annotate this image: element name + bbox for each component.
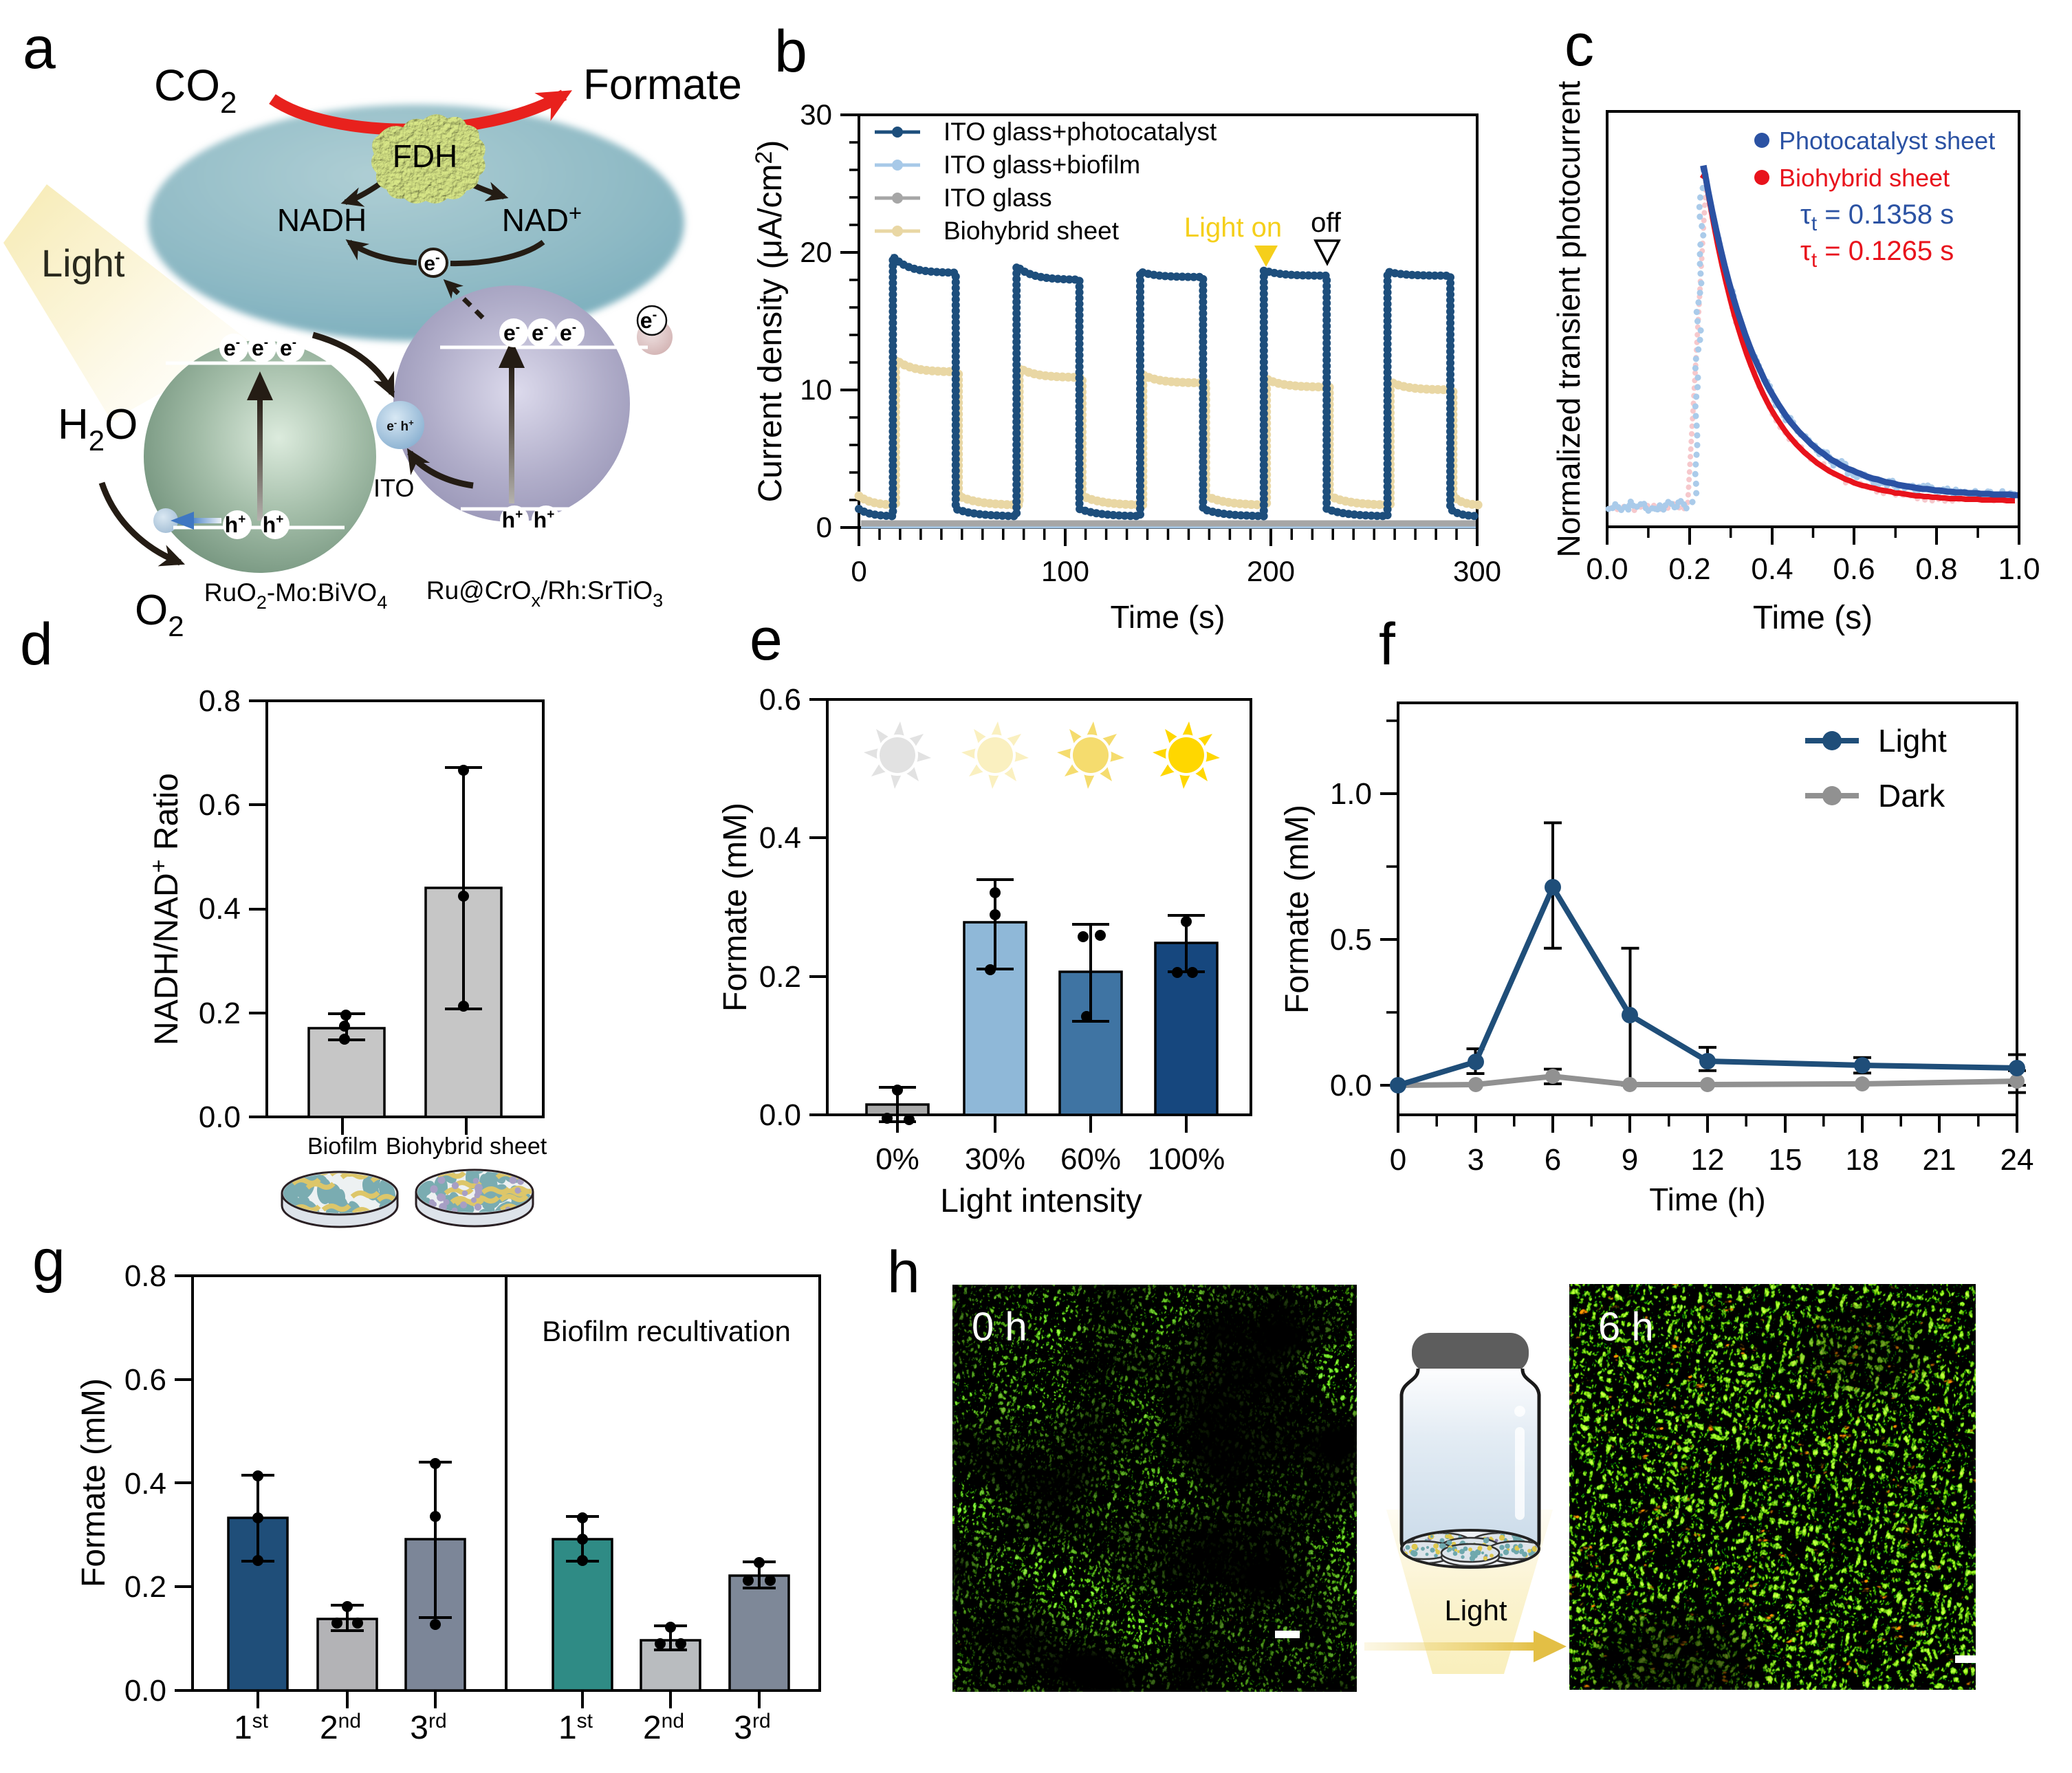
svg-text:3: 3 (1468, 1143, 1484, 1177)
svg-text:18: 18 (1846, 1143, 1879, 1177)
svg-text:0.4: 0.4 (199, 892, 241, 926)
svg-text:off: off (1311, 208, 1342, 238)
svg-text:0.5: 0.5 (1330, 923, 1372, 957)
svg-text:30%: 30% (965, 1142, 1025, 1176)
svg-text:FDH: FDH (393, 138, 458, 174)
svg-text:2nd: 2nd (643, 1710, 684, 1746)
svg-text:CO2: CO2 (154, 61, 237, 120)
svg-text:1.0: 1.0 (1998, 552, 2040, 586)
svg-text:Formate (mM): Formate (mM) (717, 803, 754, 1012)
svg-text:Biohybrid sheet: Biohybrid sheet (386, 1133, 547, 1160)
svg-text:1st: 1st (558, 1710, 593, 1746)
svg-text:0.6: 0.6 (1833, 552, 1875, 586)
svg-text:9: 9 (1622, 1143, 1638, 1177)
svg-text:Biohybrid sheet: Biohybrid sheet (944, 217, 1120, 245)
svg-text:20: 20 (800, 236, 832, 268)
svg-text:15: 15 (1769, 1143, 1802, 1177)
svg-text:Formate (mM): Formate (mM) (1279, 805, 1316, 1014)
svg-text:Normalized transient photocurr: Normalized transient photocurrent (1551, 80, 1586, 557)
svg-text:0: 0 (851, 555, 866, 587)
svg-text:Ru@CrOx/Rh:SrTiO3: Ru@CrOx/Rh:SrTiO3 (426, 576, 663, 611)
svg-text:1st: 1st (234, 1710, 269, 1746)
svg-text:ITO glass+biofilm: ITO glass+biofilm (944, 151, 1140, 179)
svg-text:NADH: NADH (277, 202, 367, 238)
svg-text:ITO glass+photocatalyst: ITO glass+photocatalyst (944, 118, 1217, 146)
svg-text:0.0: 0.0 (124, 1674, 166, 1708)
svg-text:0.8: 0.8 (1915, 552, 1957, 586)
svg-text:Light: Light (1444, 1594, 1507, 1627)
svg-text:ITO: ITO (373, 474, 414, 502)
svg-text:0.2: 0.2 (759, 960, 801, 994)
svg-text:Formate: Formate (583, 61, 742, 109)
svg-text:Light intensity: Light intensity (940, 1183, 1142, 1219)
svg-text:NADH/NAD+ Ratio: NADH/NAD+ Ratio (146, 773, 185, 1045)
svg-text:300: 300 (1453, 555, 1501, 587)
svg-text:Time (h): Time (h) (1649, 1182, 1766, 1217)
svg-text:Biofilm: Biofilm (307, 1133, 378, 1160)
svg-text:6 h: 6 h (1598, 1305, 1654, 1349)
svg-text:τt = 0.1265 s: τt = 0.1265 s (1800, 236, 1954, 272)
svg-text:Light: Light (1878, 723, 1947, 759)
svg-text:0.0: 0.0 (1330, 1069, 1372, 1102)
svg-text:0.6: 0.6 (124, 1363, 166, 1397)
svg-text:3rd: 3rd (410, 1710, 446, 1746)
svg-text:0.2: 0.2 (1668, 552, 1710, 586)
svg-text:3rd: 3rd (734, 1710, 770, 1746)
svg-text:200: 200 (1247, 555, 1295, 587)
svg-text:0.0: 0.0 (1586, 552, 1628, 586)
svg-text:100%: 100% (1148, 1142, 1225, 1176)
svg-text:Current density (μA/cm2): Current density (μA/cm2) (751, 140, 789, 503)
svg-text:1.0: 1.0 (1330, 777, 1372, 811)
svg-text:0.4: 0.4 (124, 1467, 166, 1501)
svg-text:0.6: 0.6 (759, 683, 801, 717)
svg-text:6: 6 (1545, 1143, 1561, 1177)
svg-text:Light on: Light on (1184, 213, 1282, 243)
svg-text:12: 12 (1691, 1143, 1725, 1177)
svg-text:0: 0 (816, 511, 832, 543)
svg-text:0.8: 0.8 (199, 684, 241, 718)
svg-text:Dark: Dark (1878, 778, 1945, 814)
svg-text:10: 10 (800, 373, 832, 406)
svg-text:H2O: H2O (58, 401, 138, 457)
svg-text:ITO glass: ITO glass (944, 184, 1052, 212)
svg-text:21: 21 (1923, 1143, 1956, 1177)
svg-text:Time (s): Time (s) (1753, 600, 1873, 636)
svg-text:100: 100 (1041, 555, 1089, 587)
svg-text:0.0: 0.0 (759, 1098, 801, 1132)
svg-text:0: 0 (1390, 1143, 1406, 1177)
svg-text:0.4: 0.4 (1751, 552, 1793, 586)
svg-text:Time (s): Time (s) (1111, 599, 1225, 635)
svg-text:Biohybrid sheet: Biohybrid sheet (1779, 164, 1950, 192)
svg-text:0%: 0% (875, 1142, 919, 1176)
svg-text:2nd: 2nd (320, 1710, 361, 1746)
svg-text:Photocatalyst sheet: Photocatalyst sheet (1779, 127, 1995, 155)
svg-text:Formate (mM): Formate (mM) (76, 1378, 112, 1587)
svg-text:Biofilm recultivation: Biofilm recultivation (542, 1315, 791, 1347)
svg-text:0.0: 0.0 (199, 1100, 241, 1134)
svg-text:24: 24 (2000, 1143, 2034, 1177)
svg-text:Light: Light (41, 241, 125, 285)
svg-text:0 h: 0 h (972, 1305, 1027, 1349)
svg-text:0.6: 0.6 (199, 788, 241, 822)
svg-text:RuO2-Mo:BiVO4: RuO2-Mo:BiVO4 (204, 578, 388, 613)
svg-text:τt = 0.1358 s: τt = 0.1358 s (1800, 199, 1954, 235)
svg-text:0.8: 0.8 (124, 1259, 166, 1293)
svg-text:0.2: 0.2 (199, 997, 241, 1030)
svg-text:e- h+: e- h+ (386, 417, 414, 434)
svg-text:0.4: 0.4 (759, 821, 801, 855)
svg-text:O2: O2 (135, 587, 184, 642)
svg-text:0.2: 0.2 (124, 1570, 166, 1604)
svg-text:NAD+: NAD+ (502, 200, 582, 238)
svg-text:30: 30 (800, 98, 832, 131)
svg-text:60%: 60% (1060, 1142, 1121, 1176)
